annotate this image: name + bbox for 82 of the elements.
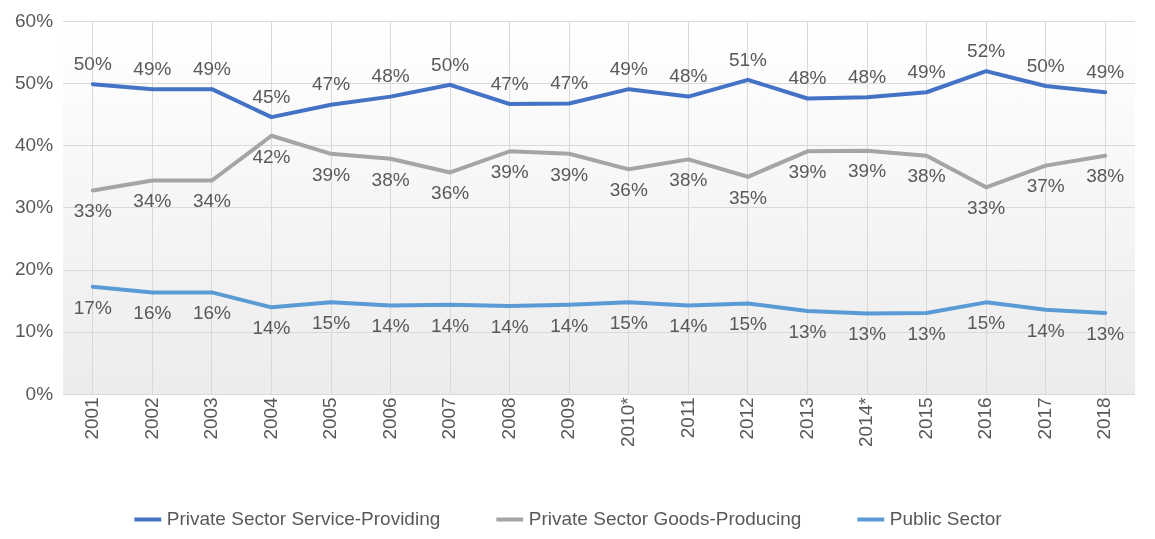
data-label: 51% (728, 48, 768, 70)
data-label: 15% (967, 312, 1006, 334)
x-tick-label: 2009 (557, 397, 579, 440)
x-tick-label: 2018 (1093, 397, 1115, 440)
data-label: 52% (967, 39, 1006, 61)
data-label: 15% (728, 313, 768, 335)
x-tick-label: 2006 (378, 397, 400, 440)
data-label: 16% (133, 302, 172, 324)
data-label: 14% (490, 315, 529, 337)
data-label: 49% (192, 57, 232, 79)
x-tick-label: 2012 (736, 397, 758, 440)
x-tick-label: 2003 (200, 397, 222, 440)
data-label: 39% (312, 163, 351, 185)
legend-label: Private Sector Service-Providing (166, 507, 441, 529)
data-label: 33% (73, 200, 112, 222)
data-label: 48% (371, 65, 410, 87)
x-tick-label: 2016 (974, 397, 996, 440)
data-label: 49% (1086, 60, 1125, 82)
legend-label: Public Sector (889, 507, 1003, 529)
data-label: 48% (669, 65, 708, 87)
x-tick-label: 2011 (676, 397, 698, 439)
data-label: 36% (431, 182, 470, 204)
data-label: 50% (73, 52, 112, 74)
data-label: 39% (490, 161, 529, 183)
x-tick-label: 2015 (914, 397, 936, 440)
x-tick-label: 2004 (259, 396, 281, 440)
data-label: 49% (907, 60, 946, 82)
legend-label: Private Sector Goods-Producing (528, 507, 802, 529)
data-label: 38% (907, 165, 946, 187)
data-label: 33% (967, 197, 1006, 219)
data-label: 49% (609, 57, 648, 79)
data-label: 50% (1026, 54, 1065, 76)
data-label: 15% (312, 312, 351, 334)
data-label: 13% (907, 322, 946, 344)
data-label: 13% (788, 320, 827, 342)
x-tick-label: 2005 (319, 397, 341, 440)
x-tick-label: 2008 (497, 397, 519, 440)
data-label: 38% (1086, 165, 1125, 187)
y-tick-label: 50% (15, 71, 54, 93)
x-tick-label: 2017 (1033, 397, 1055, 440)
y-tick-label: 40% (15, 133, 54, 155)
x-tick-label: 2013 (795, 397, 817, 440)
data-label: 47% (312, 73, 351, 95)
x-tick-label: 2007 (438, 397, 460, 440)
data-label: 17% (73, 296, 112, 318)
data-label: 14% (371, 315, 410, 337)
data-label: 37% (1026, 175, 1065, 197)
x-tick-label: 2001 (81, 397, 103, 440)
data-label: 34% (192, 190, 232, 212)
data-label: 14% (252, 317, 291, 339)
data-label: 38% (669, 169, 708, 191)
data-label: 39% (847, 160, 887, 182)
data-label: 14% (550, 314, 589, 336)
data-label: 47% (490, 72, 529, 94)
data-label: 13% (1086, 322, 1125, 344)
data-label: 39% (550, 163, 589, 185)
data-label: 38% (371, 168, 410, 190)
y-tick-label: 60% (15, 9, 54, 31)
data-label: 14% (1026, 319, 1065, 341)
y-tick-label: 30% (15, 196, 54, 218)
data-label: 14% (669, 315, 708, 337)
data-label: 45% (252, 85, 291, 107)
data-label: 50% (431, 53, 470, 75)
y-tick-label: 20% (15, 258, 54, 280)
data-label: 35% (728, 186, 768, 208)
data-label: 14% (431, 314, 470, 336)
data-label: 13% (847, 323, 887, 345)
data-label: 47% (550, 72, 589, 94)
x-tick-label: 2002 (140, 397, 162, 440)
x-tick-label: 2014* (855, 396, 877, 448)
y-tick-label: 10% (15, 320, 54, 342)
data-label: 15% (609, 312, 648, 334)
data-label: 42% (252, 145, 291, 167)
data-label: 48% (788, 67, 827, 89)
data-label: 48% (847, 65, 887, 87)
data-label: 36% (609, 179, 648, 201)
data-label: 49% (133, 57, 172, 79)
data-label: 16% (192, 302, 232, 324)
data-label: 39% (788, 161, 827, 183)
x-tick-label: 2010* (617, 396, 639, 448)
data-label: 34% (133, 190, 172, 212)
y-tick-label: 0% (25, 382, 54, 404)
